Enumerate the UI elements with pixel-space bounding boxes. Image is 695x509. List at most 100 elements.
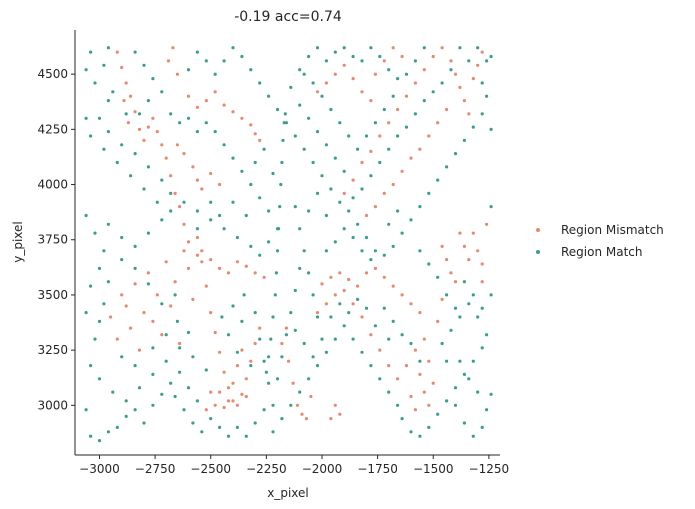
- scatter-point: [209, 258, 213, 262]
- scatter-point: [209, 311, 213, 315]
- scatter-point: [467, 302, 471, 306]
- scatter-point: [231, 381, 235, 385]
- scatter-point: [244, 394, 248, 399]
- scatter-point: [302, 147, 306, 151]
- scatter-point: [356, 147, 360, 151]
- scatter-point: [115, 425, 119, 429]
- scatter-point: [271, 315, 275, 319]
- x-axis-label: x_pixel: [267, 486, 309, 500]
- scatter-point: [204, 99, 208, 103]
- y-tick-label: 3750: [37, 233, 68, 247]
- scatter-point: [307, 209, 311, 213]
- scatter-point: [413, 348, 417, 352]
- scatter-point: [231, 399, 235, 403]
- scatter-point: [396, 107, 400, 112]
- scatter-point: [369, 46, 373, 50]
- scatter-point: [342, 46, 346, 50]
- scatter-point: [471, 434, 475, 438]
- scatter-point: [467, 258, 471, 262]
- scatter-point: [333, 337, 337, 341]
- scatter-point: [280, 355, 284, 359]
- scatter-point: [222, 59, 226, 63]
- scatter-point: [195, 253, 199, 257]
- scatter-point: [324, 81, 328, 85]
- scatter-point: [235, 350, 239, 354]
- scatter-point: [333, 240, 337, 244]
- scatter-point: [387, 364, 391, 368]
- scatter-point: [178, 370, 182, 374]
- scatter-point: [347, 134, 351, 138]
- scatter-point: [195, 50, 199, 54]
- scatter-point: [338, 302, 342, 306]
- scatter-point: [342, 63, 346, 67]
- scatter-point: [258, 196, 262, 200]
- scatter-point: [137, 348, 142, 352]
- scatter-point: [200, 187, 204, 191]
- scatter-point: [476, 63, 480, 67]
- x-tick-label: −1250: [469, 462, 510, 476]
- scatter-point: [142, 187, 146, 191]
- scatter-point: [369, 99, 373, 103]
- scatter-point: [133, 364, 137, 368]
- legend-label-match: Region Match: [561, 245, 643, 259]
- scatter-point: [329, 187, 333, 191]
- scatter-point: [209, 218, 213, 222]
- scatter-point: [267, 94, 271, 98]
- y-axis-label: y_pixel: [11, 221, 25, 263]
- scatter-point: [106, 99, 110, 103]
- scatter-point: [106, 46, 110, 50]
- scatter-point: [396, 77, 400, 81]
- scatter-point: [356, 297, 360, 301]
- x-tick-label: −2750: [135, 462, 176, 476]
- scatter-point: [169, 174, 173, 178]
- scatter-point: [218, 350, 222, 354]
- scatter-point: [89, 364, 93, 368]
- scatter-point: [84, 311, 88, 315]
- scatter-point: [373, 72, 377, 76]
- scatter-point: [133, 110, 137, 114]
- scatter-point: [120, 355, 124, 359]
- scatter-point: [315, 311, 320, 315]
- scatter-point: [485, 333, 489, 337]
- scatter-point: [258, 138, 262, 142]
- scatter-point: [169, 191, 173, 195]
- scatter-point: [218, 213, 222, 218]
- scatter-point: [173, 394, 177, 399]
- scatter-point: [231, 200, 235, 204]
- scatter-point: [427, 425, 431, 429]
- scatter-point: [485, 94, 489, 98]
- scatter-point: [204, 284, 208, 288]
- scatter-point: [195, 227, 199, 231]
- scatter-point: [298, 266, 302, 270]
- scatter-point: [278, 205, 282, 209]
- scatter-point: [476, 315, 480, 319]
- scatter-point: [298, 227, 302, 231]
- scatter-point: [413, 408, 417, 412]
- scatter-point: [280, 417, 284, 421]
- scatter-point: [347, 311, 351, 315]
- scatter-point: [171, 46, 175, 50]
- scatter-point: [269, 337, 273, 341]
- scatter-point: [191, 421, 195, 425]
- scatter-point: [182, 152, 186, 156]
- scatter-point: [133, 50, 137, 54]
- scatter-point: [284, 333, 288, 337]
- scatter-point: [258, 326, 262, 330]
- scatter-point: [400, 231, 404, 235]
- scatter-point: [280, 160, 284, 165]
- scatter-point: [329, 275, 333, 279]
- scatter-point: [195, 399, 199, 403]
- scatter-point: [338, 121, 342, 125]
- series-region-match: [84, 46, 493, 443]
- scatter-point: [164, 260, 168, 264]
- scatter-point: [315, 315, 320, 319]
- scatter-point: [186, 116, 191, 120]
- scatter-point: [307, 377, 311, 381]
- scatter-point: [427, 403, 431, 407]
- points-layer: [84, 46, 493, 443]
- scatter-point: [191, 355, 195, 359]
- scatter-point: [267, 355, 271, 359]
- scatter-point: [287, 359, 291, 363]
- scatter-point: [191, 165, 195, 169]
- scatter-point: [200, 249, 204, 253]
